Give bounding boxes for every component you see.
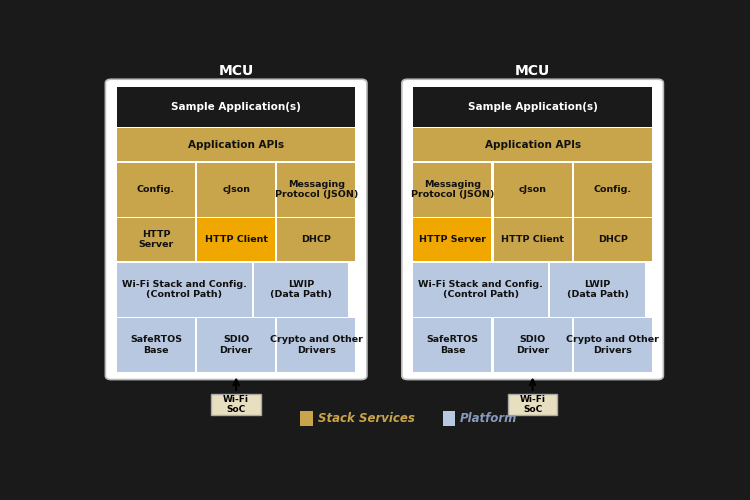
- Text: SafeRTOS
Base: SafeRTOS Base: [130, 336, 182, 354]
- Text: SafeRTOS
Base: SafeRTOS Base: [427, 336, 478, 354]
- FancyBboxPatch shape: [508, 394, 557, 415]
- FancyBboxPatch shape: [413, 128, 652, 162]
- FancyBboxPatch shape: [211, 394, 261, 415]
- Text: Crypto and Other
Drivers: Crypto and Other Drivers: [566, 336, 659, 354]
- Text: Sample Application(s): Sample Application(s): [468, 102, 598, 112]
- FancyBboxPatch shape: [494, 318, 572, 372]
- FancyBboxPatch shape: [254, 263, 348, 316]
- Text: cJson: cJson: [518, 185, 547, 194]
- Text: LWIP
(Data Path): LWIP (Data Path): [566, 280, 628, 299]
- Text: MCU: MCU: [515, 64, 550, 78]
- FancyBboxPatch shape: [574, 218, 652, 262]
- Text: HTTP
Server: HTTP Server: [138, 230, 173, 250]
- Text: Application APIs: Application APIs: [484, 140, 580, 150]
- FancyBboxPatch shape: [278, 163, 356, 216]
- Text: DHCP: DHCP: [598, 235, 628, 244]
- FancyBboxPatch shape: [494, 163, 572, 216]
- FancyBboxPatch shape: [117, 318, 195, 372]
- Text: Crypto and Other
Drivers: Crypto and Other Drivers: [270, 336, 363, 354]
- FancyBboxPatch shape: [197, 318, 275, 372]
- FancyBboxPatch shape: [278, 318, 356, 372]
- FancyBboxPatch shape: [574, 318, 652, 372]
- FancyBboxPatch shape: [197, 163, 275, 216]
- FancyBboxPatch shape: [413, 318, 491, 372]
- Text: Messaging
Protocol (JSON): Messaging Protocol (JSON): [411, 180, 494, 200]
- Text: Wi-Fi
SoC: Wi-Fi SoC: [224, 395, 249, 414]
- Text: HTTP Client: HTTP Client: [205, 235, 268, 244]
- Text: Messaging
Protocol (JSON): Messaging Protocol (JSON): [274, 180, 358, 200]
- Text: SDIO
Driver: SDIO Driver: [516, 336, 549, 354]
- FancyBboxPatch shape: [413, 163, 491, 216]
- FancyBboxPatch shape: [413, 218, 491, 262]
- Text: Platform: Platform: [460, 412, 518, 425]
- FancyBboxPatch shape: [402, 79, 663, 380]
- FancyBboxPatch shape: [413, 87, 652, 127]
- FancyBboxPatch shape: [117, 218, 195, 262]
- Text: HTTP Server: HTTP Server: [419, 235, 486, 244]
- FancyBboxPatch shape: [494, 218, 572, 262]
- FancyBboxPatch shape: [117, 128, 356, 162]
- FancyBboxPatch shape: [413, 263, 548, 316]
- FancyBboxPatch shape: [442, 411, 455, 426]
- Text: Wi-Fi
SoC: Wi-Fi SoC: [520, 395, 545, 414]
- FancyBboxPatch shape: [117, 163, 195, 216]
- FancyBboxPatch shape: [550, 263, 644, 316]
- Text: HTTP Client: HTTP Client: [501, 235, 564, 244]
- Text: LWIP
(Data Path): LWIP (Data Path): [270, 280, 332, 299]
- Text: MCU: MCU: [218, 64, 254, 78]
- FancyBboxPatch shape: [197, 218, 275, 262]
- FancyBboxPatch shape: [278, 218, 356, 262]
- Text: Config.: Config.: [594, 185, 632, 194]
- FancyBboxPatch shape: [105, 79, 367, 380]
- FancyBboxPatch shape: [574, 163, 652, 216]
- Text: Stack Services: Stack Services: [317, 412, 415, 425]
- FancyBboxPatch shape: [300, 411, 313, 426]
- Text: Config.: Config.: [137, 185, 175, 194]
- Text: Sample Application(s): Sample Application(s): [171, 102, 301, 112]
- Text: Application APIs: Application APIs: [188, 140, 284, 150]
- Text: DHCP: DHCP: [302, 235, 332, 244]
- Text: SDIO
Driver: SDIO Driver: [220, 336, 253, 354]
- Text: Wi-Fi Stack and Config.
(Control Path): Wi-Fi Stack and Config. (Control Path): [419, 280, 543, 299]
- FancyBboxPatch shape: [117, 263, 252, 316]
- FancyBboxPatch shape: [117, 87, 356, 127]
- Text: Wi-Fi Stack and Config.
(Control Path): Wi-Fi Stack and Config. (Control Path): [122, 280, 247, 299]
- Text: cJson: cJson: [222, 185, 251, 194]
